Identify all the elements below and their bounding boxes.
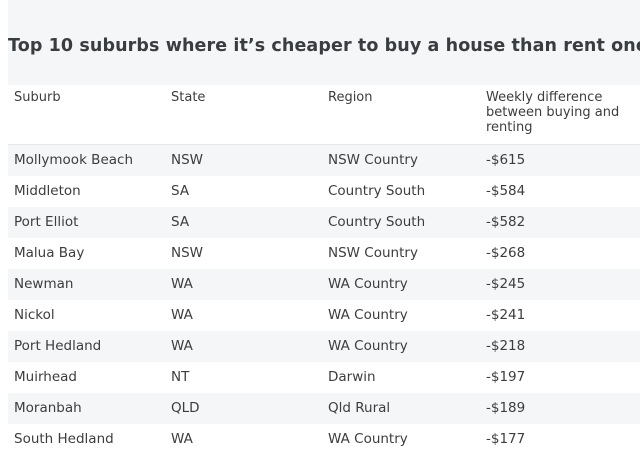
table-row: Moranbah QLD Qld Rural -$189	[8, 393, 640, 424]
weekly-difference-cell: -$197	[486, 362, 525, 393]
state-cell: WA	[171, 269, 193, 300]
table-row: Port Hedland WA WA Country -$218	[8, 331, 640, 362]
column-header-suburb: Suburb	[14, 90, 61, 105]
state-cell: NSW	[171, 238, 203, 269]
weekly-difference-cell: -$245	[486, 269, 525, 300]
state-cell: SA	[171, 176, 189, 207]
table-row: Nickol WA WA Country -$241	[8, 300, 640, 331]
suburb-cell: Middleton	[14, 176, 81, 207]
column-header-state: State	[171, 90, 205, 105]
region-cell: NSW Country	[328, 145, 418, 176]
table-body: Mollymook Beach NSW NSW Country -$615 Middle…	[8, 145, 640, 455]
state-cell: SA	[171, 207, 189, 238]
data-table: Suburb State Region Weekly difference be…	[8, 85, 640, 455]
suburb-cell: Mollymook Beach	[14, 145, 133, 176]
suburb-cell: Nickol	[14, 300, 55, 331]
region-cell: WA Country	[328, 269, 408, 300]
state-cell: NSW	[171, 145, 203, 176]
weekly-difference-cell: -$584	[486, 176, 525, 207]
weekly-difference-cell: -$582	[486, 207, 525, 238]
table-row: Port Elliot SA Country South -$582	[8, 207, 640, 238]
state-cell: WA	[171, 300, 193, 331]
state-cell: WA	[171, 424, 193, 455]
region-cell: Country South	[328, 176, 425, 207]
table-row: Muirhead NT Darwin -$197	[8, 362, 640, 393]
suburb-cell: Moranbah	[14, 393, 82, 424]
region-cell: Darwin	[328, 362, 376, 393]
table-header-row: Suburb State Region Weekly difference be…	[8, 85, 640, 145]
table-row: South Hedland WA WA Country -$177	[8, 424, 640, 455]
state-cell: NT	[171, 362, 189, 393]
region-cell: Country South	[328, 207, 425, 238]
weekly-difference-cell: -$615	[486, 145, 525, 176]
suburb-cell: Port Hedland	[14, 331, 101, 362]
region-cell: WA Country	[328, 424, 408, 455]
weekly-difference-cell: -$241	[486, 300, 525, 331]
suburb-cell: Muirhead	[14, 362, 77, 393]
column-header-weekly-difference: Weekly difference between buying and ren…	[486, 90, 626, 135]
weekly-difference-cell: -$189	[486, 393, 525, 424]
region-cell: WA Country	[328, 300, 408, 331]
table-row: Middleton SA Country South -$584	[8, 176, 640, 207]
region-cell: NSW Country	[328, 238, 418, 269]
suburb-cell: Port Elliot	[14, 207, 78, 238]
region-cell: WA Country	[328, 331, 408, 362]
state-cell: QLD	[171, 393, 200, 424]
table-title: Top 10 suburbs where it’s cheaper to buy…	[8, 36, 640, 56]
state-cell: WA	[171, 331, 193, 362]
table-row: Malua Bay NSW NSW Country -$268	[8, 238, 640, 269]
table-row: Newman WA WA Country -$245	[8, 269, 640, 300]
weekly-difference-cell: -$177	[486, 424, 525, 455]
weekly-difference-cell: -$218	[486, 331, 525, 362]
column-header-region: Region	[328, 90, 373, 105]
title-bar: Top 10 suburbs where it’s cheaper to buy…	[8, 0, 640, 85]
region-cell: Qld Rural	[328, 393, 390, 424]
suburb-cell: Newman	[14, 269, 73, 300]
weekly-difference-cell: -$268	[486, 238, 525, 269]
suburb-cell: Malua Bay	[14, 238, 84, 269]
suburb-cell: South Hedland	[14, 424, 114, 455]
table-row: Mollymook Beach NSW NSW Country -$615	[8, 145, 640, 176]
